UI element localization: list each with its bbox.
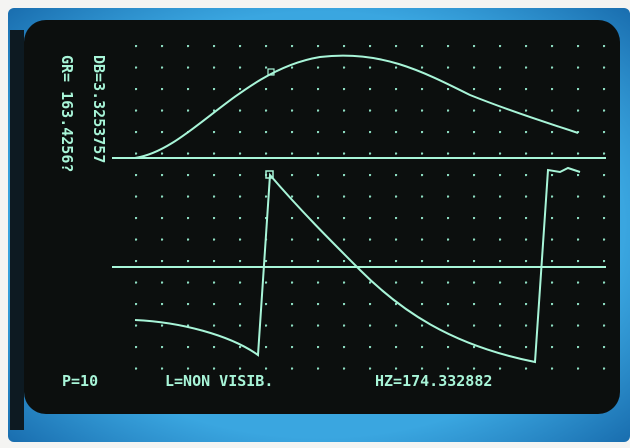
line-label: L=NON VISIB. <box>165 372 273 390</box>
decibel-label: DB=3.3253757 <box>90 55 108 163</box>
page: {"status": {"points": "P=10", "line": "L… <box>0 0 630 448</box>
gain-label: GR= 163.4256? <box>58 55 76 172</box>
screen-photo: GR= 163.4256? DB=3.3253757 P=10 L=NON VI… <box>0 0 630 448</box>
bezel-shadow <box>10 30 24 430</box>
points-label: P=10 <box>62 372 98 390</box>
frequency-label: HZ=174.332882 <box>375 372 492 390</box>
